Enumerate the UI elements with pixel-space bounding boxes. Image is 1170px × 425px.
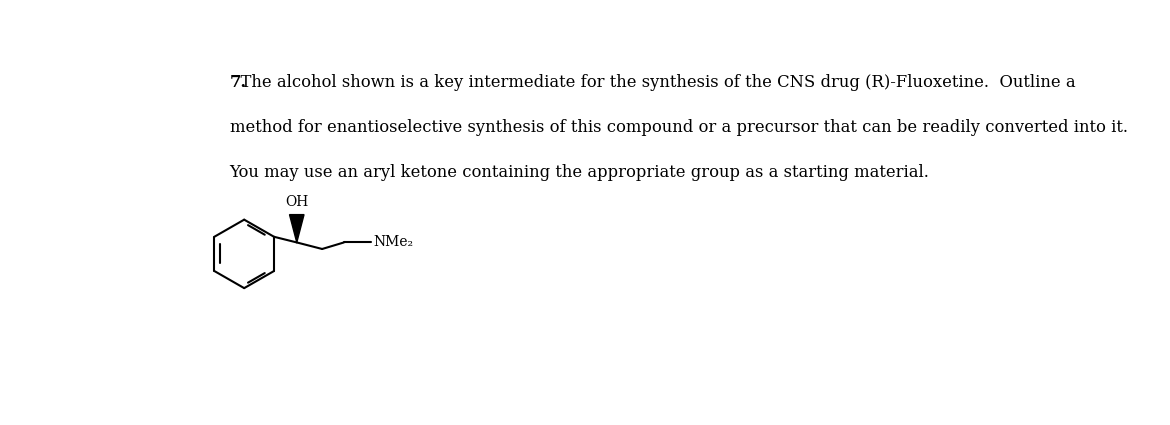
Text: OH: OH <box>285 195 309 209</box>
Polygon shape <box>289 215 304 242</box>
Text: NMe₂: NMe₂ <box>374 235 414 249</box>
Text: 7.: 7. <box>229 74 247 91</box>
Text: The alcohol shown is a key intermediate for the synthesis of the CNS drug (R)-Fl: The alcohol shown is a key intermediate … <box>229 74 1075 91</box>
Text: You may use an aryl ketone containing the appropriate group as a starting materi: You may use an aryl ketone containing th… <box>229 164 929 181</box>
Text: method for enantioselective synthesis of this compound or a precursor that can b: method for enantioselective synthesis of… <box>229 119 1128 136</box>
